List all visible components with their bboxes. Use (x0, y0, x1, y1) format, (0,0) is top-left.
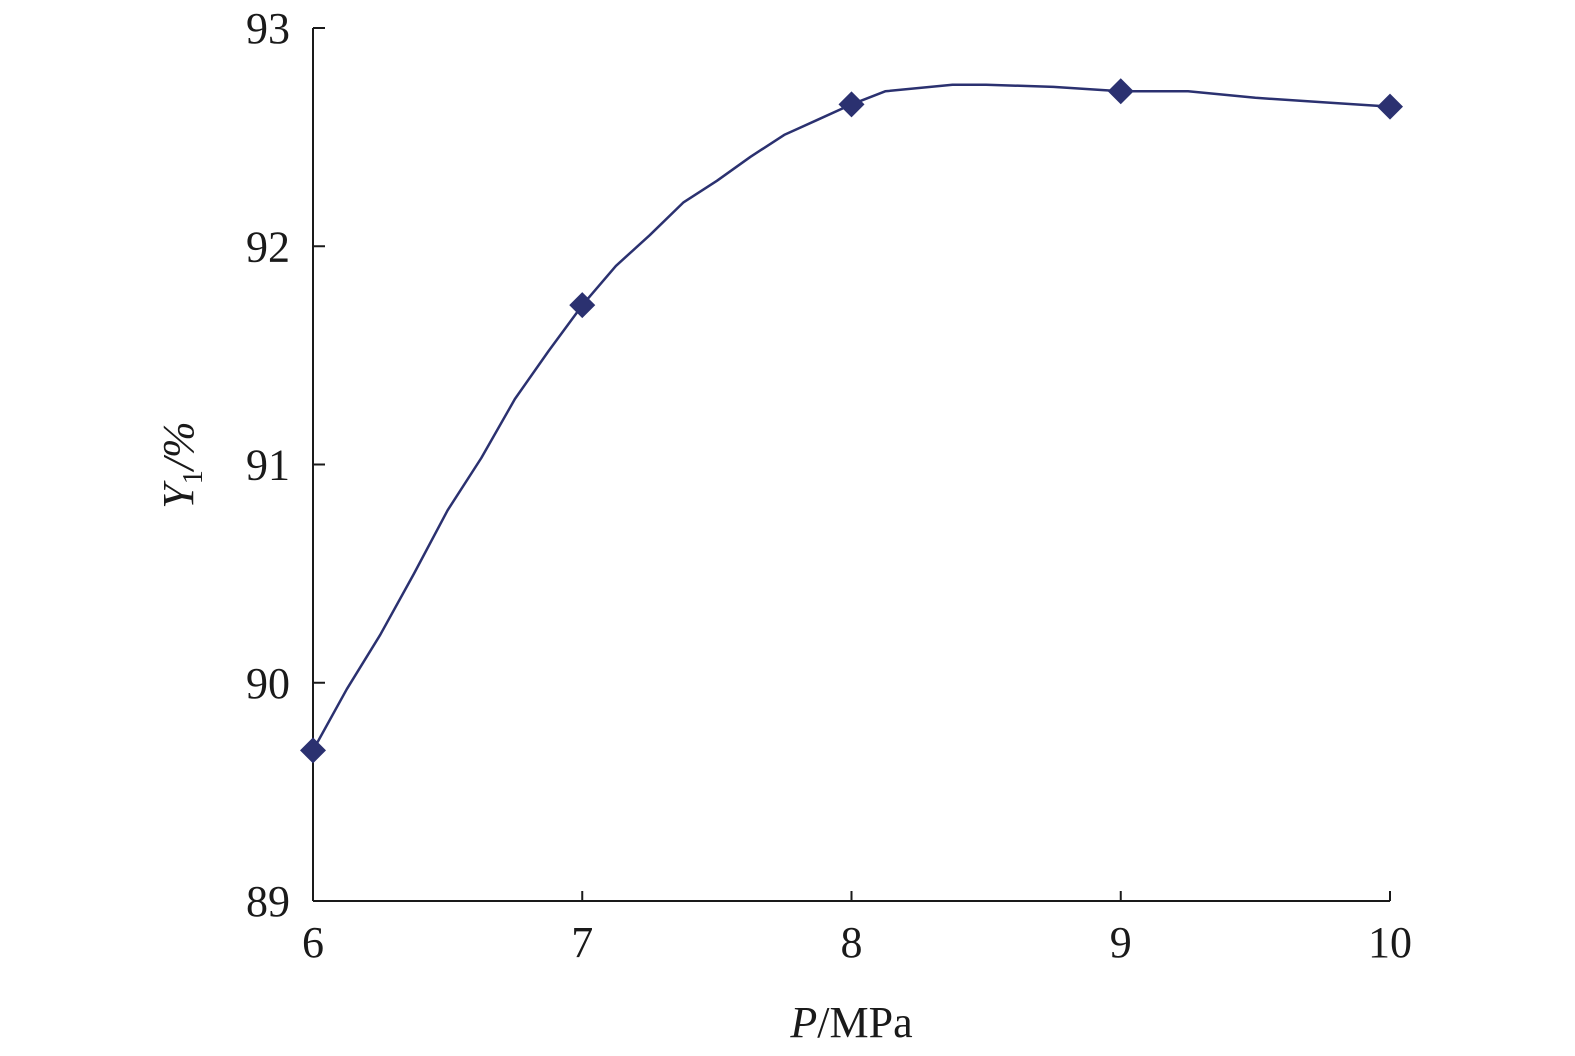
x-tick-label: 7 (571, 918, 593, 967)
y-tick-label: 90 (246, 659, 290, 708)
y-axis-title-italic: Y (154, 480, 203, 509)
y-axis-title-subscript: 1 (178, 470, 209, 484)
y-tick-label: 93 (246, 4, 290, 53)
x-axis-title-italic: P (789, 998, 817, 1047)
x-axis-title-rest: /MPa (817, 998, 912, 1047)
x-tick-label: 10 (1368, 918, 1412, 967)
data-point-marker (1377, 93, 1403, 120)
y-ticks: 89 90 91 92 93 (246, 4, 325, 926)
series-line (311, 83, 1391, 752)
x-tick-label: 6 (302, 918, 324, 967)
data-point-marker (1107, 78, 1134, 105)
y-axis-title: Y1/% (154, 421, 209, 508)
data-point-marker (300, 737, 326, 764)
x-tick-label: 8 (841, 918, 863, 967)
x-tick-label: 9 (1110, 918, 1132, 967)
data-markers (300, 78, 1403, 764)
data-point-marker (838, 91, 865, 118)
axes (312, 28, 1390, 902)
y-tick-label: 91 (246, 441, 290, 490)
x-ticks: 6 7 8 9 10 (302, 891, 1412, 967)
data-point-marker (569, 292, 596, 319)
y-tick-label: 92 (246, 222, 290, 271)
x-axis-title: P/MPa (789, 998, 912, 1047)
y-axis-title-rest: /% (154, 421, 203, 473)
y-tick-label: 89 (246, 877, 290, 926)
